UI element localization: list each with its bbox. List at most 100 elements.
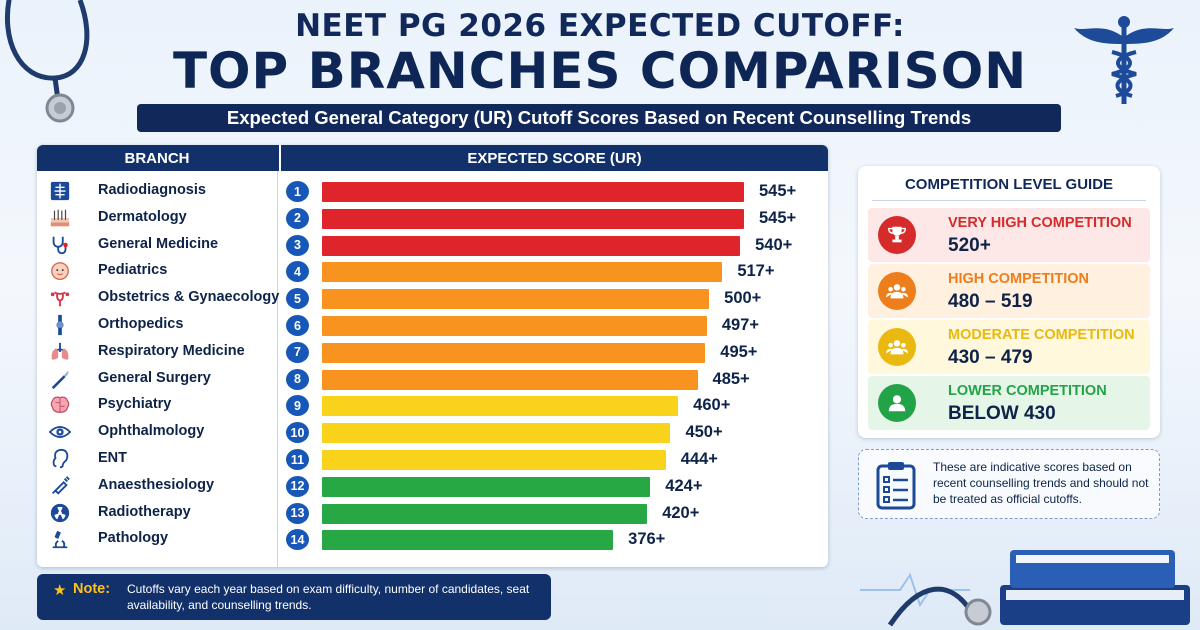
score-value-label: 500+ (724, 289, 762, 308)
brain-icon (49, 394, 71, 416)
page-subtitle: Expected General Category (UR) Cutoff Sc… (137, 104, 1061, 132)
caduceus-icon (1074, 16, 1174, 104)
note-label: Note: (73, 581, 111, 597)
level-name: LOWER COMPETITION (948, 383, 1107, 399)
score-bar (322, 530, 614, 551)
score-bar (322, 476, 651, 497)
branch-label: Obstetrics & Gynaecology (98, 289, 280, 306)
chart-row: General Medicine 3 540+ (37, 232, 828, 259)
branch-label: Dermatology (98, 208, 187, 225)
branch-label: Anaesthesiology (98, 476, 215, 493)
level-range: BELOW 430 (948, 403, 1056, 424)
chart-row: Pediatrics 4 517+ (37, 258, 828, 285)
rank-badge: 13 (286, 502, 309, 524)
rank-badge: 11 (286, 449, 309, 470)
person-icon (878, 384, 916, 422)
score-value-label: 497+ (721, 316, 759, 334)
rank-badge: 9 (286, 395, 309, 417)
rank-badge: 10 (286, 422, 309, 444)
skin-icon (49, 207, 71, 229)
score-value-label: 540+ (755, 235, 793, 254)
competition-level: VERY HIGH COMPETITION 520+ (868, 208, 1150, 262)
chart-row: Pathology 14 376+ (37, 526, 828, 553)
books-stethoscope-decoration-icon (860, 550, 1190, 627)
rank-badge: 1 (286, 181, 309, 202)
score-bar (322, 450, 666, 470)
rank-badge: 6 (286, 315, 309, 336)
score-bar (322, 503, 648, 524)
score-value-label: 444+ (680, 450, 718, 468)
microscope-icon (49, 528, 71, 550)
score-value-label: 517+ (737, 262, 775, 281)
chart-row: Respiratory Medicine 7 495+ (37, 339, 828, 366)
branch-label: Psychiatry (98, 396, 172, 413)
eye-icon (48, 421, 72, 443)
chart-row: Psychiatry 9 460+ (37, 392, 828, 419)
score-bar (322, 342, 706, 363)
guide-title: COMPETITION LEVEL GUIDE (904, 176, 1114, 193)
chart-row: Dermatology 2 545+ (37, 205, 828, 232)
score-bar (322, 316, 707, 336)
syringe-icon (49, 475, 71, 497)
branch-label: Pathology (98, 530, 169, 547)
branch-label: Radiodiagnosis (98, 182, 206, 198)
chart-row: Obstetrics & Gynaecology 5 500+ (37, 285, 828, 312)
chart-row: Radiotherapy 13 420+ (37, 500, 828, 527)
score-value-label: 485+ (712, 369, 750, 388)
level-range: 520+ (948, 235, 991, 256)
rank-badge: 14 (286, 529, 309, 551)
group-icon (878, 272, 916, 310)
score-bar (322, 423, 671, 444)
table-header: BRANCH EXPECTED SCORE (UR) (37, 145, 828, 171)
branch-label: General Medicine (98, 235, 219, 252)
score-bar (322, 262, 723, 283)
rank-badge: 2 (286, 207, 309, 229)
column-divider (277, 171, 278, 567)
rank-badge: 12 (286, 475, 309, 497)
rank-badge: 7 (286, 341, 309, 363)
branch-label: Respiratory Medicine (98, 342, 245, 359)
chart-row: General Surgery 8 485+ (37, 366, 828, 393)
level-range: 480 – 519 (948, 291, 1033, 312)
baby-icon (49, 260, 71, 282)
chart-row: Anaesthesiology 12 424+ (37, 473, 828, 500)
score-bar (322, 396, 679, 417)
branch-label: General Surgery (98, 369, 211, 386)
page-title-line1: NEET PG 2026 EXPECTED CUTOFF: (295, 8, 905, 44)
disclaimer-box: These are indicative scores based on rec… (858, 449, 1160, 519)
level-name: HIGH COMPETITION (948, 271, 1089, 287)
trophy-icon (878, 216, 916, 254)
group-icon (878, 328, 916, 366)
xray-icon (49, 180, 71, 202)
branch-label: Orthopedics (98, 316, 184, 332)
score-value-label: 420+ (662, 503, 700, 522)
level-range: 430 – 479 (948, 347, 1033, 368)
uterus-icon (49, 287, 71, 309)
score-bar (322, 182, 744, 202)
note-text: Cutoffs vary each year based on exam dif… (127, 582, 530, 612)
lungs-icon (49, 341, 71, 363)
chart-row: Ophthalmology 10 450+ (37, 419, 828, 446)
chart-row: Radiodiagnosis 1 545+ (37, 178, 828, 205)
radiation-icon (49, 502, 71, 524)
branch-label: ENT (98, 450, 127, 466)
rank-badge: 3 (286, 234, 309, 256)
rank-badge: 5 (286, 288, 309, 310)
score-value-label: 376+ (628, 530, 666, 549)
stethoscope-decoration-icon (4, 0, 90, 123)
score-bar (322, 289, 710, 310)
disclaimer-text: These are indicative scores based on rec… (933, 460, 1149, 506)
rank-badge: 4 (286, 261, 309, 283)
score-value-label: 450+ (685, 423, 723, 442)
competition-level: LOWER COMPETITION BELOW 430 (868, 376, 1150, 430)
competition-level: HIGH COMPETITION 480 – 519 (868, 264, 1150, 318)
page-title-line2: TOP BRANCHES COMPARISON (172, 42, 1028, 100)
score-value-label: 460+ (693, 396, 731, 415)
chart-row: Orthopedics 6 497+ (37, 312, 828, 339)
branch-label: Radiotherapy (98, 503, 191, 520)
score-value-label: 545+ (759, 208, 797, 227)
ear-icon (49, 448, 71, 470)
branch-label: Pediatrics (98, 262, 168, 279)
chart-row: ENT 11 444+ (37, 446, 828, 473)
branch-label: Ophthalmology (98, 423, 205, 440)
